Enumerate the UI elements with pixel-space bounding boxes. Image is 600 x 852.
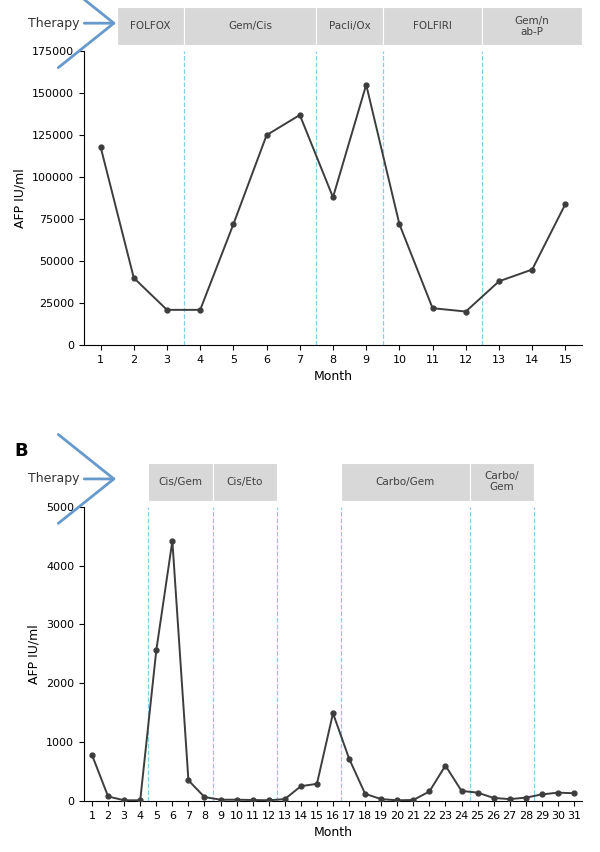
Text: Cis/Gem: Cis/Gem (158, 477, 202, 486)
Bar (383, 7, 482, 45)
Y-axis label: AFP IU/ml: AFP IU/ml (14, 168, 26, 228)
Text: Pacli/Ox: Pacli/Ox (329, 21, 370, 32)
Bar (148, 463, 212, 501)
Bar (316, 7, 383, 45)
Text: Cis/Eto: Cis/Eto (226, 477, 263, 486)
Y-axis label: AFP IU/ml: AFP IU/ml (28, 624, 41, 684)
Bar (212, 463, 277, 501)
Text: FOLFIRI: FOLFIRI (413, 21, 452, 32)
Text: B: B (14, 442, 28, 460)
Text: Gem/n
ab-P: Gem/n ab-P (515, 15, 550, 37)
X-axis label: Month: Month (314, 371, 353, 383)
Text: Therapy: Therapy (28, 17, 79, 30)
Text: Gem/Cis: Gem/Cis (228, 21, 272, 32)
Bar (184, 7, 316, 45)
Bar (117, 7, 184, 45)
Bar (341, 463, 470, 501)
Text: A: A (14, 0, 28, 4)
Text: Carbo/Gem: Carbo/Gem (376, 477, 435, 486)
Bar (470, 463, 534, 501)
Text: FOLFOX: FOLFOX (130, 21, 170, 32)
Bar (482, 7, 582, 45)
Text: Therapy: Therapy (28, 472, 79, 486)
Text: Carbo/
Gem: Carbo/ Gem (484, 471, 519, 492)
X-axis label: Month: Month (314, 826, 353, 839)
FancyArrowPatch shape (58, 435, 114, 523)
FancyArrowPatch shape (58, 0, 114, 67)
